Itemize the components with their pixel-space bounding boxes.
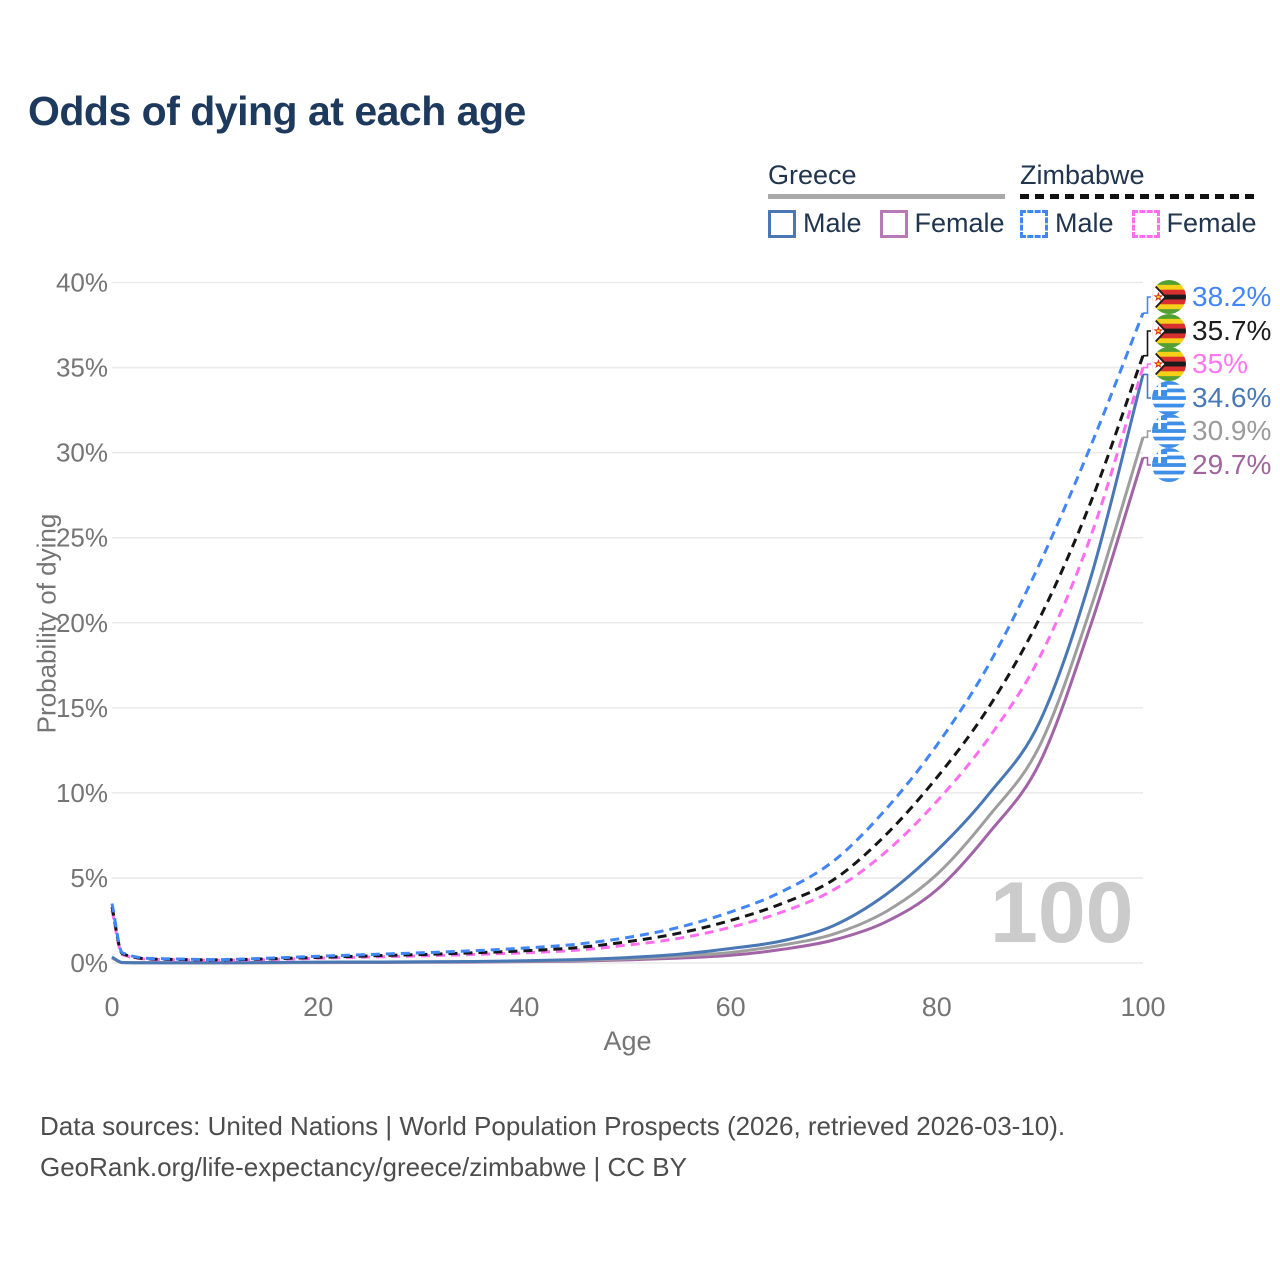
end-label-value: 30.9% xyxy=(1192,415,1272,446)
end-label-zimbabwe-female: 35% xyxy=(1152,347,1248,381)
legend-item-zimbabwe-female[interactable]: Female xyxy=(1131,208,1257,239)
legend-item-greece-female[interactable]: Female xyxy=(879,208,1005,239)
chart-title: Odds of dying at each age xyxy=(28,88,526,134)
y-tick-label: 40% xyxy=(56,268,108,298)
leader-line xyxy=(1143,456,1151,466)
legend-group-zimbabwe: Zimbabwe Male Female xyxy=(1020,160,1257,239)
footer-attribution: GeoRank.org/life-expectancy/greece/zimba… xyxy=(40,1152,687,1182)
footer: Data sources: United Nations | World Pop… xyxy=(40,1106,1065,1188)
leader-line xyxy=(1143,430,1151,439)
series-line-zimbabwe-male xyxy=(110,312,1145,962)
series-line-zimbabwe-both-sexes xyxy=(110,355,1145,962)
y-tick-label: 35% xyxy=(56,353,108,383)
end-label-value: 34.6% xyxy=(1192,382,1272,413)
end-label-greece-female: 29.7% xyxy=(1152,448,1271,482)
greece-flag-icon xyxy=(1152,448,1186,482)
legend-group-greece: Greece Male Female xyxy=(768,160,1005,239)
series-line-greece-both-sexes xyxy=(111,436,1145,965)
end-label-value: 35.7% xyxy=(1192,315,1272,346)
x-tick-label: 20 xyxy=(303,992,333,1022)
y-tick-label: 25% xyxy=(56,523,108,553)
x-tick-label: 80 xyxy=(922,992,952,1022)
end-label-value: 29.7% xyxy=(1192,449,1272,480)
greece-line-sample xyxy=(768,194,1005,199)
leader-line xyxy=(1143,296,1151,314)
legend-item-label: Male xyxy=(1055,208,1114,238)
leader-line xyxy=(1143,373,1151,399)
greece-flag-icon xyxy=(1152,414,1186,448)
legend-item-label: Female xyxy=(1166,208,1257,238)
age-counter-watermark: 100 xyxy=(990,865,1134,961)
series-line-greece-female xyxy=(111,457,1145,965)
zimbabwe-line-sample xyxy=(1020,194,1257,199)
leader-line xyxy=(1143,330,1151,357)
y-tick-label: 30% xyxy=(56,438,108,468)
legend-item-greece-male[interactable]: Male xyxy=(768,208,862,239)
legend-header-zimbabwe: Zimbabwe xyxy=(1020,160,1145,190)
series-line-greece-male xyxy=(111,374,1145,965)
x-tick-label: 0 xyxy=(104,992,119,1022)
y-tick-label: 10% xyxy=(56,778,108,808)
plot-svg: 0% 5% 10% 15% 20% 25% 30% 35% 40% 0 20 40 60 80 100 xyxy=(56,268,1166,1023)
x-tick-label: 60 xyxy=(716,992,746,1022)
legend-item-label: Male xyxy=(803,208,862,238)
y-tick-label: 5% xyxy=(70,863,108,893)
end-label-greece-male: 34.6% xyxy=(1152,381,1271,415)
end-label-zimbabwe-both-sexes: 35.7% xyxy=(1152,314,1271,348)
legend-header-greece: Greece xyxy=(768,160,857,190)
zimbabwe-female-swatch[interactable] xyxy=(1131,209,1160,238)
zimbabwe-flag-icon xyxy=(1152,280,1186,314)
greece-male-swatch[interactable] xyxy=(768,209,796,238)
leader-line xyxy=(1143,363,1151,369)
series-line-zimbabwe-female xyxy=(110,367,1145,962)
legend-item-label: Female xyxy=(914,208,1005,238)
end-label-greece-both-sexes: 30.9% xyxy=(1152,414,1271,448)
zimbabwe-male-swatch[interactable] xyxy=(1020,209,1048,238)
greece-flag-icon xyxy=(1152,381,1186,415)
zimbabwe-flag-icon xyxy=(1152,347,1186,381)
greece-female-swatch[interactable] xyxy=(879,209,908,238)
end-label-value: 38.2% xyxy=(1192,281,1272,312)
end-label-value: 35% xyxy=(1192,348,1249,379)
zimbabwe-flag-icon xyxy=(1152,314,1186,348)
legend-item-zimbabwe-male[interactable]: Male xyxy=(1020,208,1114,239)
x-tick-label: 100 xyxy=(1120,992,1165,1022)
y-tick-label: 20% xyxy=(56,608,108,638)
y-tick-label: 0% xyxy=(70,948,108,978)
y-tick-label: 15% xyxy=(56,693,108,723)
x-tick-label: 40 xyxy=(509,992,539,1022)
end-label-zimbabwe-male: 38.2% xyxy=(1152,280,1271,314)
x-axis-title: Age xyxy=(603,1026,652,1056)
footer-sources: Data sources: United Nations | World Pop… xyxy=(40,1111,1066,1141)
